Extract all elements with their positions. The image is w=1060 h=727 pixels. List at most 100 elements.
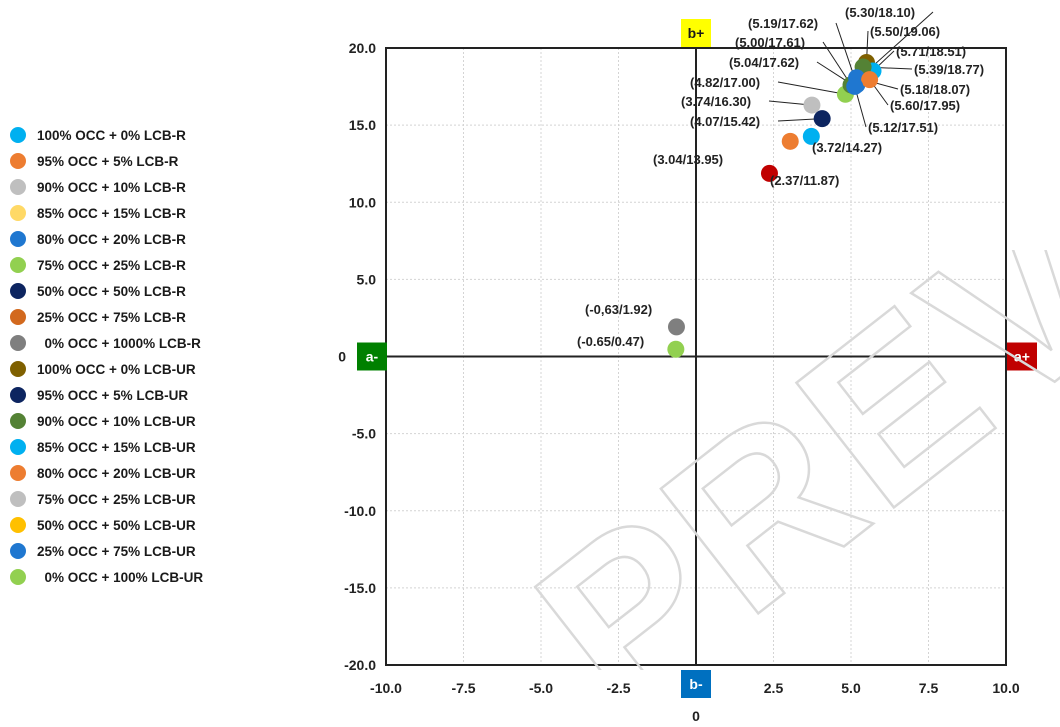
legend-marker bbox=[10, 413, 26, 429]
badge-b-plus-box bbox=[681, 19, 711, 47]
x-tick-label: 7.5 bbox=[919, 680, 939, 696]
legend-marker bbox=[10, 465, 26, 481]
legend-item: 50% OCC + 50% LCB-R bbox=[10, 278, 186, 304]
y-tick-label: -15.0 bbox=[344, 580, 376, 596]
leader-line bbox=[822, 41, 852, 86]
y-tick-label: 5.0 bbox=[357, 271, 377, 287]
legend-marker bbox=[10, 543, 26, 559]
legend-marker bbox=[10, 491, 26, 507]
legend-label: 25% OCC + 75% LCB-R bbox=[37, 309, 186, 325]
legend-marker bbox=[10, 387, 26, 403]
legend-label: 90% OCC + 10% LCB-R bbox=[37, 179, 186, 195]
data-point bbox=[803, 96, 821, 114]
legend-item: 90% OCC + 10% LCB-R bbox=[10, 174, 186, 200]
legend-item: 95% OCC + 5% LCB-R bbox=[10, 148, 178, 174]
data-point bbox=[667, 340, 685, 358]
legend-item: 85% OCC + 15% LCB-UR bbox=[10, 434, 196, 460]
x-tick-label: 10.0 bbox=[992, 680, 1019, 696]
tick-labels: -10.0 -7.5 -5.0 -2.5 2.5 5.0 7.5 10.0 20.0 15.0 10… bbox=[338, 40, 1020, 724]
y-tick-label: 10.0 bbox=[349, 194, 376, 210]
data-label: (5.50/19.06) bbox=[870, 24, 940, 39]
legend-marker bbox=[10, 569, 26, 585]
badge-a-minus-label: a- bbox=[366, 349, 379, 365]
legend-label: 90% OCC + 10% LCB-UR bbox=[37, 413, 196, 429]
legend-marker bbox=[10, 127, 26, 143]
badge-b-minus-box bbox=[681, 670, 711, 698]
x-tick-label: 2.5 bbox=[764, 680, 784, 696]
legend-marker bbox=[10, 439, 26, 455]
legend-label: 80% OCC + 20% LCB-UR bbox=[37, 465, 196, 481]
legend-item: 100% OCC + 0% LCB-R bbox=[10, 122, 186, 148]
legend-marker bbox=[10, 309, 26, 325]
data-point bbox=[802, 127, 820, 145]
legend-item: 85% OCC + 15% LCB-R bbox=[10, 200, 186, 226]
badge-a-plus-box bbox=[1007, 342, 1037, 371]
legend-item: 0% OCC + 1000% LCB-R bbox=[10, 330, 201, 356]
badge-a-plus-label: a+ bbox=[1014, 349, 1030, 365]
legend-label: 75% OCC + 25% LCB-R bbox=[37, 257, 186, 273]
legend-label: 85% OCC + 15% LCB-R bbox=[37, 205, 186, 221]
data-label: (5.71/18.51) bbox=[896, 44, 966, 59]
zero-axes bbox=[386, 48, 1006, 665]
badge-b-minus-label: b- bbox=[689, 676, 703, 692]
legend-label: 75% OCC + 25% LCB-UR bbox=[37, 491, 196, 507]
y-tick-label: -10.0 bbox=[344, 503, 376, 519]
data-label: (-0,63/1.92) bbox=[585, 302, 652, 317]
legend-marker bbox=[10, 153, 26, 169]
legend-item: 25% OCC + 75% LCB-R bbox=[10, 304, 186, 330]
legend-item: 100% OCC + 0% LCB-UR bbox=[10, 356, 196, 382]
y-tick-label: -5.0 bbox=[352, 426, 376, 442]
y-tick-label: -20.0 bbox=[344, 657, 376, 673]
legend-item: 25% OCC + 75% LCB-UR bbox=[10, 538, 196, 564]
legend-label: 95% OCC + 5% LCB-UR bbox=[37, 387, 189, 403]
legend-label: 50% OCC + 50% LCB-R bbox=[37, 283, 186, 299]
data-point bbox=[846, 77, 864, 95]
data-point bbox=[861, 71, 879, 89]
legend-marker bbox=[10, 205, 26, 221]
legend-marker bbox=[10, 179, 26, 195]
legend-item: 90% OCC + 10% LCB-UR bbox=[10, 408, 196, 434]
data-label: (5.18/18.07) bbox=[900, 82, 970, 97]
data-label: (5.00/17.61) bbox=[735, 35, 805, 50]
badge-b-plus-label: b+ bbox=[688, 25, 705, 41]
y-tick-label: 15.0 bbox=[349, 117, 376, 133]
legend-marker bbox=[10, 257, 26, 273]
data-point bbox=[667, 318, 685, 336]
axis-badges: b+ b-a-a+ bbox=[357, 19, 1037, 698]
y-tick-label: 20.0 bbox=[349, 40, 376, 56]
legend-item: 75% OCC + 25% LCB-R bbox=[10, 252, 186, 278]
y-origin-label: 0 bbox=[338, 349, 346, 365]
legend-item: 75% OCC + 25% LCB-UR bbox=[10, 486, 196, 512]
legend-label: 25% OCC + 75% LCB-UR bbox=[37, 543, 196, 559]
data-label: (2.37/11.87) bbox=[770, 173, 839, 188]
legend-marker bbox=[10, 361, 26, 377]
x-tick-label: -10.0 bbox=[370, 680, 402, 696]
data-label: (4.82/17.00) bbox=[690, 75, 760, 90]
legend-label: 95% OCC + 5% LCB-R bbox=[37, 153, 179, 169]
data-label: (5.12/17.51) bbox=[868, 120, 938, 135]
x-tick-label: 5.0 bbox=[841, 680, 861, 696]
legend-label: 50% OCC + 50% LCB-UR bbox=[37, 517, 196, 533]
data-label: (5.60/17.95) bbox=[890, 98, 960, 113]
legend-label: 100% OCC + 0% LCB-R bbox=[37, 127, 186, 143]
badge-a-minus-box bbox=[357, 342, 387, 371]
data-point bbox=[813, 110, 831, 128]
x-tick-label: -5.0 bbox=[529, 680, 553, 696]
data-label: (5.30/18.10) bbox=[845, 5, 915, 20]
legend-item: 80% OCC + 20% LCB-R bbox=[10, 226, 186, 252]
data-point bbox=[760, 164, 778, 182]
legend-label: 80% OCC + 20% LCB-R bbox=[37, 231, 186, 247]
x-origin-label: 0 bbox=[692, 708, 700, 724]
legend-label: 85% OCC + 15% LCB-UR bbox=[37, 439, 196, 455]
data-label: (5.04/17.62) bbox=[729, 55, 799, 70]
legend-marker bbox=[10, 335, 26, 351]
legend-label: 100% OCC + 0% LCB-UR bbox=[37, 361, 196, 377]
legend-item: 95% OCC + 5% LCB-UR bbox=[10, 382, 188, 408]
data-label: (3.72/14.27) bbox=[812, 140, 882, 155]
data-label: (3.74/16.30) bbox=[681, 94, 751, 109]
legend-item: 0% OCC + 100% LCB-UR bbox=[10, 564, 203, 590]
data-label: (5.39/18.77) bbox=[914, 62, 984, 77]
data-label: (-0.65/0.47) bbox=[577, 334, 644, 349]
data-points bbox=[667, 53, 882, 358]
